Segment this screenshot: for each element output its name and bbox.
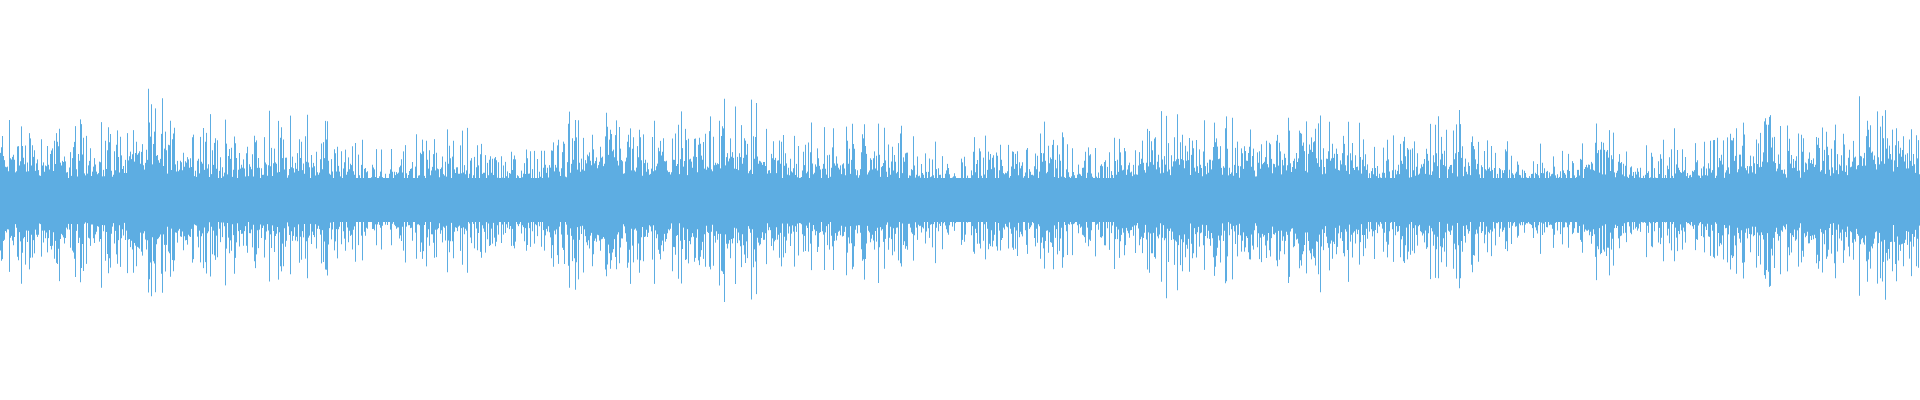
waveform-core-band [0, 178, 1920, 222]
